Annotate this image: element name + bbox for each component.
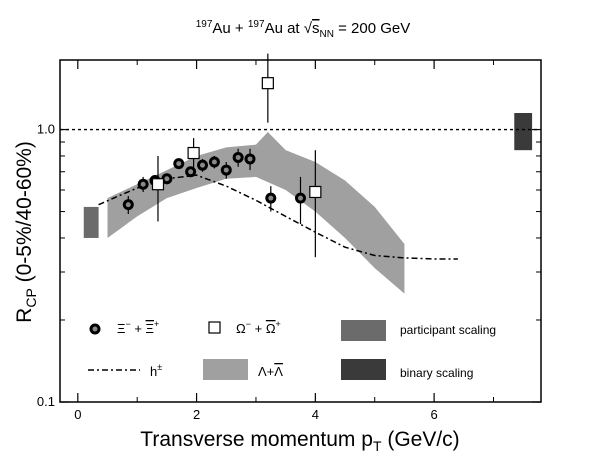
legend-omega-plus: + bbox=[251, 321, 266, 336]
legend: Ξ− + Ξ+ Ω− + Ω+ participant scaling h± Λ… bbox=[88, 319, 496, 380]
title-sqrt: √ bbox=[304, 20, 313, 37]
legend-item-lambda: Λ+Λ bbox=[203, 359, 283, 380]
title-mass1: 197 bbox=[196, 19, 213, 30]
xi-point-core-8 bbox=[223, 167, 229, 173]
legend-xi-sup1: − bbox=[125, 319, 130, 329]
x-axis-sub: T bbox=[373, 438, 382, 454]
legend-item-xi: Ξ− + Ξ+ bbox=[89, 319, 159, 336]
legend-lambda-bar: Λ bbox=[274, 364, 283, 379]
legend-xi-base: Ξ bbox=[117, 321, 125, 336]
y-tick-label-0.1: 0.1 bbox=[37, 394, 55, 409]
legend-xi-sup2: + bbox=[154, 319, 159, 329]
legend-binary-label: binary scaling bbox=[400, 366, 473, 380]
x-tick-label-4: 4 bbox=[312, 407, 319, 422]
title-energy: = 200 GeV bbox=[334, 20, 410, 37]
x-tick-label-0: 0 bbox=[74, 407, 81, 422]
title-mass2: 197 bbox=[248, 19, 265, 30]
legend-hpm-label: h± bbox=[150, 362, 162, 379]
xi-point-core-9 bbox=[235, 154, 241, 160]
title-nn: NN bbox=[320, 29, 334, 40]
y-axis-title: RCP (0-5%/40-60%) bbox=[13, 141, 39, 323]
legend-hpm-base: h bbox=[150, 364, 157, 379]
x-tick-label-6: 6 bbox=[430, 407, 437, 422]
legend-item-hpm: h± bbox=[88, 362, 162, 379]
legend-item-omega: Ω− + Ω+ bbox=[208, 319, 281, 336]
y-axis-label: R bbox=[13, 308, 36, 323]
y-axis-rest: (0-5%/40-60%) bbox=[13, 141, 36, 288]
omega-point-2 bbox=[261, 77, 274, 90]
legend-hpm-sup: ± bbox=[157, 362, 162, 372]
x-tick-label-2: 2 bbox=[193, 407, 200, 422]
xi-point-core-11 bbox=[268, 195, 274, 201]
y-tick-label-1.0: 1.0 bbox=[37, 122, 55, 137]
x-axis-label: Transverse momentum p bbox=[140, 428, 373, 451]
xi-point-core-6 bbox=[200, 162, 206, 168]
x-axis-unit: (GeV/c) bbox=[382, 428, 460, 451]
title-au1: Au + bbox=[212, 20, 247, 37]
xi-point-core-7 bbox=[211, 159, 217, 165]
legend-item-binary: binary scaling bbox=[341, 359, 473, 380]
title-s: s bbox=[312, 20, 320, 37]
lambda-band bbox=[107, 131, 405, 294]
xi-point-core-1 bbox=[140, 181, 146, 187]
xi-point-core-12 bbox=[298, 195, 303, 201]
xi-point-core-0 bbox=[125, 202, 131, 208]
legend-xi-label: Ξ− + Ξ+ bbox=[117, 319, 159, 336]
legend-participant-swatch bbox=[341, 320, 386, 341]
chart-title: 197Au + 197Au at √sNN = 200 GeV bbox=[196, 19, 411, 40]
omega-point-3 bbox=[309, 185, 322, 199]
legend-lambda-base: Λ+ bbox=[258, 364, 274, 379]
legend-xi-bar: Ξ bbox=[146, 321, 154, 336]
legend-omega-base: Ω bbox=[236, 321, 246, 336]
legend-item-participant: participant scaling bbox=[341, 320, 496, 341]
title-au2: Au at bbox=[265, 20, 304, 37]
plot-area: 0 2 4 6 0.1 1.0 bbox=[37, 53, 541, 422]
x-axis-title: Transverse momentum pT (GeV/c) bbox=[140, 428, 459, 454]
legend-lambda-swatch bbox=[203, 359, 248, 380]
legend-xi-marker-core bbox=[92, 326, 98, 332]
plot-frame bbox=[59, 59, 542, 403]
legend-xi-plus: + bbox=[131, 321, 146, 336]
omega-point-1 bbox=[187, 146, 200, 160]
xi-point-core-10 bbox=[247, 156, 253, 162]
xi-point-core-4 bbox=[176, 161, 182, 167]
legend-participant-label: participant scaling bbox=[400, 323, 496, 337]
y-axis-sub: CP bbox=[23, 288, 39, 307]
omega-point-0 bbox=[151, 178, 165, 191]
xi-point-core-5 bbox=[188, 169, 194, 175]
xi-point-core-3 bbox=[164, 176, 170, 182]
binary-scaling-band bbox=[514, 113, 533, 151]
participant-scaling-band bbox=[83, 206, 99, 238]
legend-omega-bar: Ω bbox=[266, 321, 276, 336]
legend-omega-label: Ω− + Ω+ bbox=[236, 319, 281, 336]
legend-omega-marker bbox=[208, 321, 221, 334]
legend-omega-sup2: + bbox=[276, 319, 281, 329]
legend-binary-swatch bbox=[341, 359, 386, 380]
legend-omega-sup1: − bbox=[246, 319, 251, 329]
legend-lambda-label: Λ+Λ bbox=[258, 364, 283, 379]
